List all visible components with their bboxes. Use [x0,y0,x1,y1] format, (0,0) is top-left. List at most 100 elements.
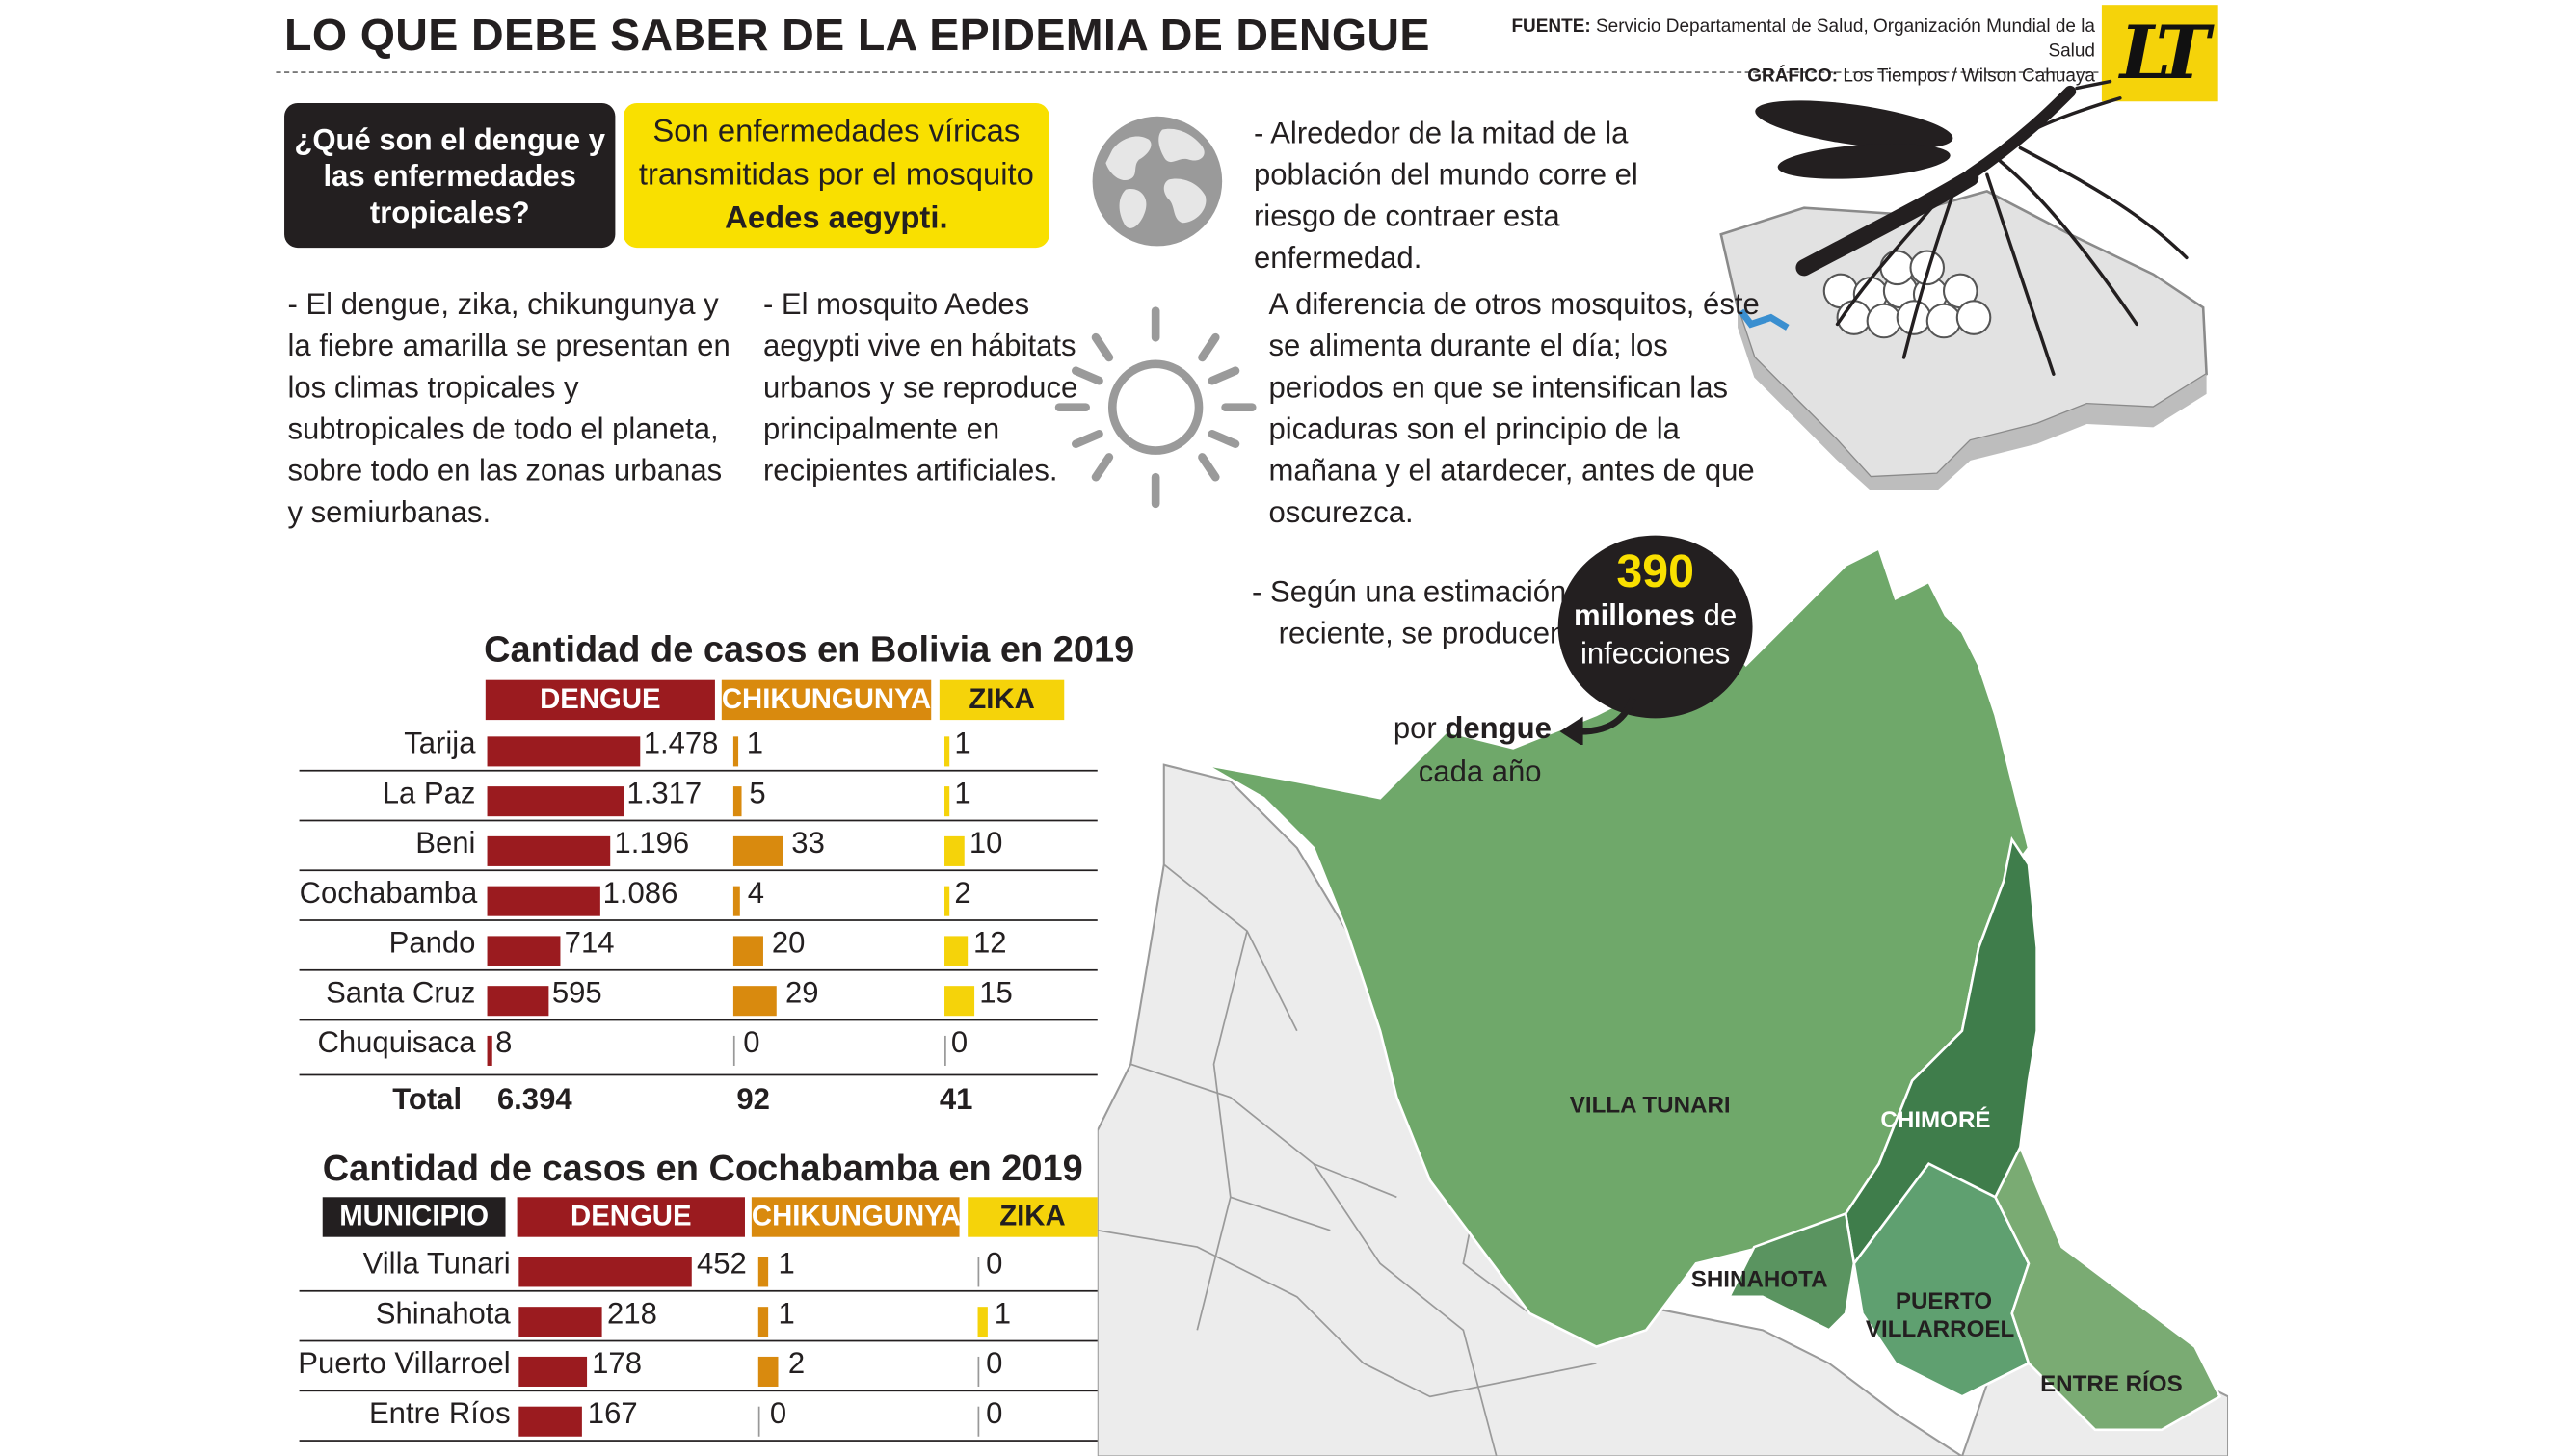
por-dengue: por dengue [1394,708,1552,750]
habitat-fact: - El mosquito Aedes aegypti vive en hábi… [762,287,1078,488]
dengue-value: 1.478 [643,726,719,760]
dengue-bar [487,835,611,866]
zika-bar [944,936,969,966]
por-text: por [1393,711,1437,745]
dengue-bar [487,936,562,966]
table-row-name: Puerto Villarroel [298,1346,511,1381]
row-divider [299,1390,1098,1392]
zika-bar [944,1035,946,1066]
table-row-name: Entre Ríos [368,1396,511,1430]
zika-value: 2 [954,876,971,910]
dengue-bar [518,1356,587,1387]
dengue-bar [518,1307,602,1337]
zika-bar [944,886,950,916]
table-row-name: Villa Tunari [362,1247,511,1281]
table-row-name: Chuquisaca [317,1025,476,1060]
total-dengue: 6.394 [496,1082,572,1116]
map-label-villarroel: VILLARROEL [1865,1314,2015,1342]
chikungunya-bar [732,835,783,866]
row-divider [299,1339,1098,1342]
dengue-value: 714 [564,926,615,960]
chikungunya-value: 1 [778,1296,795,1331]
table-row-name: La Paz [382,776,476,810]
chikungunya-value: 29 [785,975,819,1010]
cbba-header-zika: ZIKA [968,1197,1098,1237]
zika-value: 0 [950,1025,969,1060]
zika-bar [944,736,950,767]
row-divider [299,1289,1098,1292]
table-row-name: Pando [388,926,476,960]
zika-value: 1 [954,726,971,760]
row-divider [299,1440,1098,1442]
dengue-bar [487,986,549,1017]
bubble-pointer-icon [1559,697,1636,745]
table-row-name: Santa Cruz [326,975,476,1010]
chikungunya-value: 4 [747,876,765,910]
chikungunya-value: 1 [778,1247,795,1281]
bolivia-header-dengue: DENGUE [485,679,715,721]
bolivia-header-zika: ZIKA [939,679,1065,721]
cbba-header-dengue: DENGUE [517,1197,745,1237]
chikungunya-bar [732,786,741,817]
answer-mosquito: Aedes aegypti. [725,199,948,236]
table-row-name: Cochabamba [299,876,478,910]
header-divider [276,71,2099,73]
zika-value: 1 [954,776,971,810]
bubble-number: 390 [1616,544,1694,597]
row-divider [299,919,1098,921]
zika-bar [977,1406,980,1437]
zika-bar [944,786,950,817]
map-label-chimore: CHIMORÉ [1880,1105,1991,1132]
cada-ano: cada año [1418,754,1542,788]
graphic-text: Los Tiempos / Wilson Cahuaya [1843,66,2096,87]
zika-value: 0 [986,1247,1003,1281]
total-zika: 41 [939,1082,973,1116]
zika-bar [944,835,965,866]
row-divider [299,819,1098,822]
zika-bar [944,986,975,1017]
table-row-name: Tarija [404,726,476,760]
table-row-name: Beni [415,826,476,860]
zika-value: 10 [969,826,1003,860]
chikungunya-bar [757,1257,769,1287]
chikungunya-value: 0 [743,1025,760,1060]
dengue-value: 1.086 [602,876,678,910]
dengue-bar [487,1035,492,1066]
total-label: Total [392,1082,463,1116]
source-text: Servicio Departamental de Salud, Organiz… [1595,16,2096,62]
dengue-bar [487,786,624,817]
zika-value: 12 [973,926,1007,960]
estimate-fact: - Según una estimación reciente, se prod… [1252,574,1567,650]
chikungunya-bar [732,986,778,1017]
bolivia-table-title: Cantidad de casos en Bolivia en 2019 [484,628,1135,671]
chikungunya-value: 33 [791,826,825,860]
dengue-text: dengue [1445,711,1552,745]
cbba-header-chikungunya: CHIKUNGUNYA [751,1197,961,1237]
row-divider [299,769,1098,772]
bubble-millones: millones [1574,598,1696,632]
dengue-value: 178 [592,1346,643,1381]
feeding-fact: A diferencia de otros mosquitos, éste se… [1268,287,1760,529]
cochabamba-table-title: Cantidad de casos en Cochabamba en 2019 [322,1147,1083,1189]
sun-icon [1054,306,1257,509]
zika-bar [977,1356,980,1387]
zika-bar [977,1257,980,1287]
chikungunya-bar [757,1356,779,1387]
logo: LT [2101,5,2218,102]
answer-box: Son enfermedades víricas transmitidas po… [624,102,1049,249]
source-credits: FUENTE: Servicio Departamental de Salud,… [1463,15,2095,91]
chikungunya-bar [757,1307,769,1337]
page-title: LO QUE DEBE SABER DE LA EPIDEMIA DE DENG… [284,10,1430,61]
dengue-value: 1.317 [626,776,703,810]
dengue-value: 1.196 [614,826,690,860]
dengue-value: 8 [495,1025,513,1060]
chikungunya-value: 0 [769,1396,787,1430]
map-label-villa-tunari: VILLA TUNARI [1569,1090,1731,1118]
cochabamba-map [1097,546,2229,1456]
row-divider [299,968,1098,971]
bubble-text: millones de infecciones [1558,596,1753,673]
world-fact: - Alrededor de la mitad de la población … [1253,116,1638,275]
infections-bubble: 390 millones de infecciones [1557,535,1753,719]
dengue-bar [518,1406,583,1437]
